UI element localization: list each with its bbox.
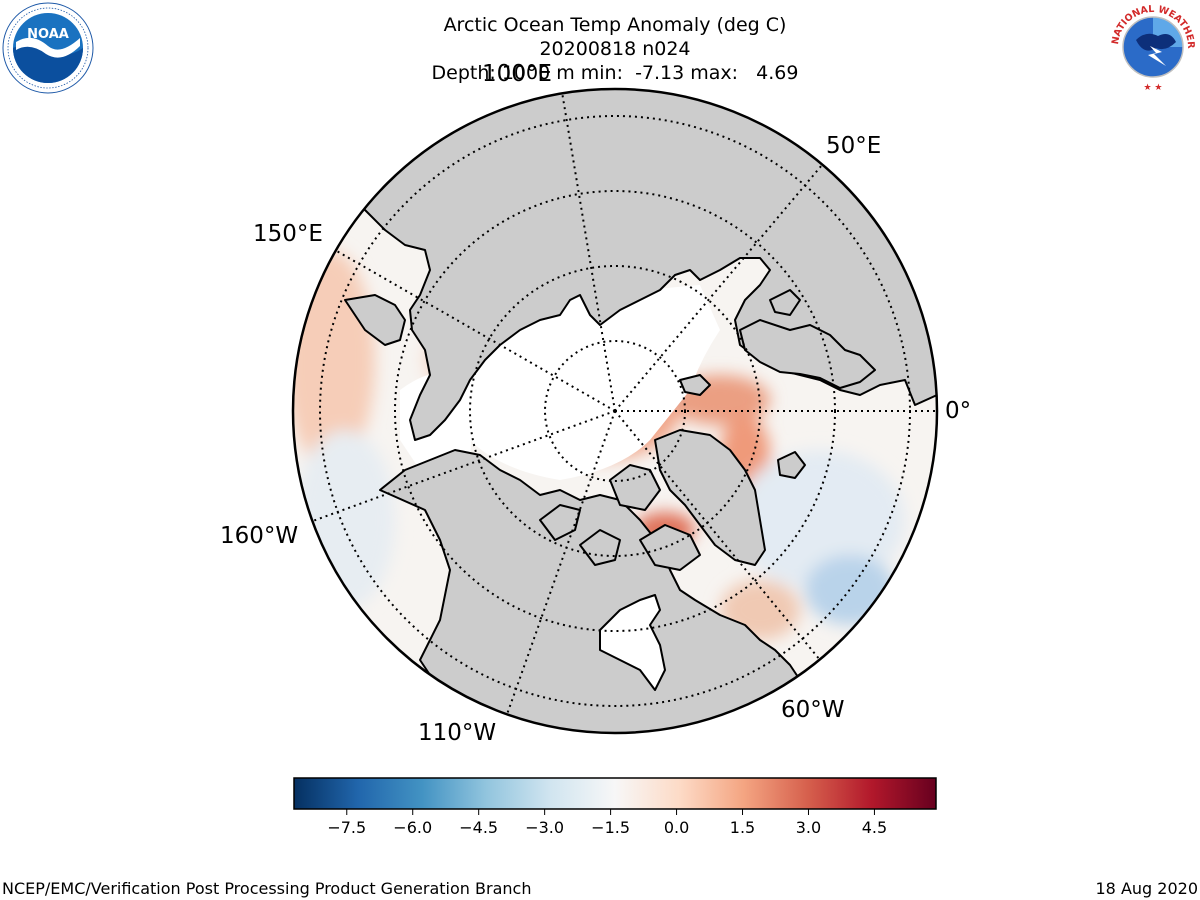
colorbar-tick-label: 4.5	[862, 818, 887, 837]
lon-label-160w: 160°W	[220, 523, 298, 549]
arctic-archipelago	[539, 504, 581, 541]
scandinavia	[739, 319, 876, 389]
arctic-archipelago	[609, 464, 661, 511]
colorbar: −7.5 −6.0 −4.5 −3.0 −1.5 0.0 1.5 3.0 4.5	[293, 777, 937, 837]
svg-text:★ ★: ★ ★	[1144, 83, 1163, 93]
longitude-labels: 100°E 50°E 0° 60°W 110°W 160°W 150°E	[220, 61, 971, 746]
colorbar-tick-label: −4.5	[459, 818, 498, 837]
noaa-logo: NOAA	[2, 2, 94, 94]
meridians	[309, 89, 937, 721]
novaya-zemlya	[769, 289, 801, 316]
sea-ice-region	[470, 285, 720, 480]
map-title: Arctic Ocean Temp Anomaly (deg C)	[443, 14, 787, 36]
colorbar-tick-label: 1.5	[730, 818, 755, 837]
colorbar-bar	[293, 777, 937, 810]
greenland	[654, 429, 766, 566]
iceland	[777, 451, 806, 479]
lon-label-0: 0°	[945, 398, 971, 424]
kamchatka	[344, 294, 406, 346]
hudson-bay	[599, 594, 666, 691]
map-depth-range: Depth: 1000 m min: -7.13 max: 4.69	[431, 62, 799, 84]
colorbar-ticks: −7.5 −6.0 −4.5 −3.0 −1.5 0.0 1.5 3.0 4.5	[327, 809, 887, 837]
lon-label-60w: 60°W	[781, 697, 845, 723]
lon-label-150e: 150°E	[253, 221, 323, 247]
footer-credit: NCEP/EMC/Verification Post Processing Pr…	[2, 879, 532, 898]
colorbar-tick-label: −1.5	[591, 818, 630, 837]
colorbar-tick-label: 3.0	[796, 818, 821, 837]
footer-date: 18 Aug 2020	[1095, 879, 1199, 898]
colorbar-tick-label: −3.0	[525, 818, 564, 837]
svg-text:NOAA: NOAA	[27, 27, 69, 42]
lon-label-100e: 100°E	[482, 61, 552, 87]
map-boundary	[291, 87, 939, 735]
arctic-archipelago	[579, 529, 621, 566]
lon-label-50e: 50°E	[826, 133, 881, 159]
arctic-archipelago	[639, 524, 701, 571]
colorbar-tick-label: −7.5	[327, 818, 366, 837]
svalbard	[679, 374, 711, 396]
colorbar-tick-label: −6.0	[393, 818, 432, 837]
lon-label-110w: 110°W	[418, 720, 496, 746]
map-date: 20200818 n024	[539, 38, 691, 60]
colorbar-tick-label: 0.0	[664, 818, 689, 837]
nws-logo: NATIONAL WEATHER SERVICE ★ ★	[1106, 0, 1199, 93]
